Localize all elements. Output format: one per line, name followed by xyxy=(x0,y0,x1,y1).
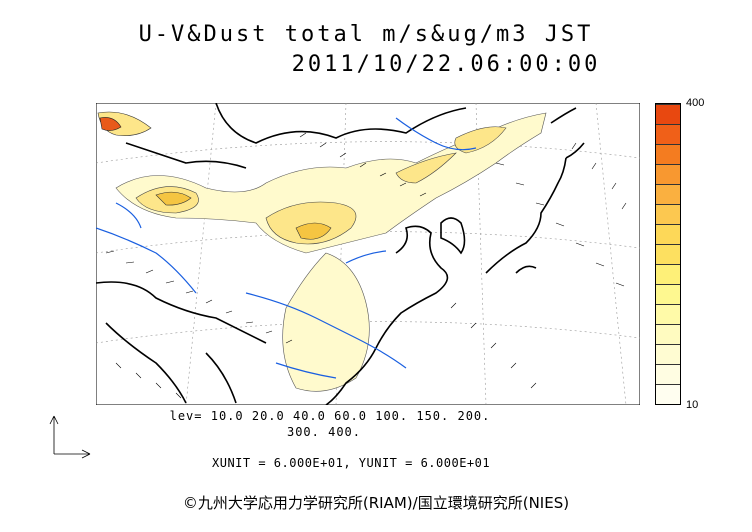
legend-max-label: 400 xyxy=(686,97,705,109)
axes-arrows-icon xyxy=(49,415,91,459)
legend-swatch xyxy=(656,364,680,384)
map-timestamp: 2011/10/22.06:00:00 xyxy=(291,52,601,77)
contour-levels-line2: 300. 400. xyxy=(286,425,362,439)
legend-swatch xyxy=(656,264,680,284)
legend-swatch xyxy=(656,204,680,224)
contour-levels-line1: lev= 10.0 20.0 40.0 60.0 100. 150. 200. xyxy=(169,409,491,423)
legend-swatch xyxy=(656,144,680,164)
legend-swatch xyxy=(656,284,680,304)
dust-wind-map xyxy=(96,103,640,405)
legend-swatch xyxy=(656,244,680,264)
legend-swatch xyxy=(656,324,680,344)
legend-swatch xyxy=(656,224,680,244)
legend-swatch xyxy=(656,304,680,324)
legend-swatch xyxy=(656,164,680,184)
legend-swatch xyxy=(656,104,680,124)
legend-swatch xyxy=(656,384,680,404)
legend-swatch xyxy=(656,184,680,204)
color-legend xyxy=(655,103,681,405)
rivers xyxy=(96,117,477,379)
dust-concentration xyxy=(97,111,547,392)
unit-vector-scale: XUNIT = 6.000E+01, YUNIT = 6.000E+01 xyxy=(212,456,491,470)
legend-swatch xyxy=(656,124,680,144)
map-title: U-V&Dust total m/s&ug/m3 JST xyxy=(138,22,594,47)
copyright-notice: ©九州大学応用力学研究所(RIAM)/国立環境研究所(NIES) xyxy=(182,494,570,512)
legend-swatch xyxy=(656,344,680,364)
coastlines xyxy=(96,103,585,405)
wind-vectors xyxy=(105,132,627,399)
legend-min-label: 10 xyxy=(686,399,699,411)
